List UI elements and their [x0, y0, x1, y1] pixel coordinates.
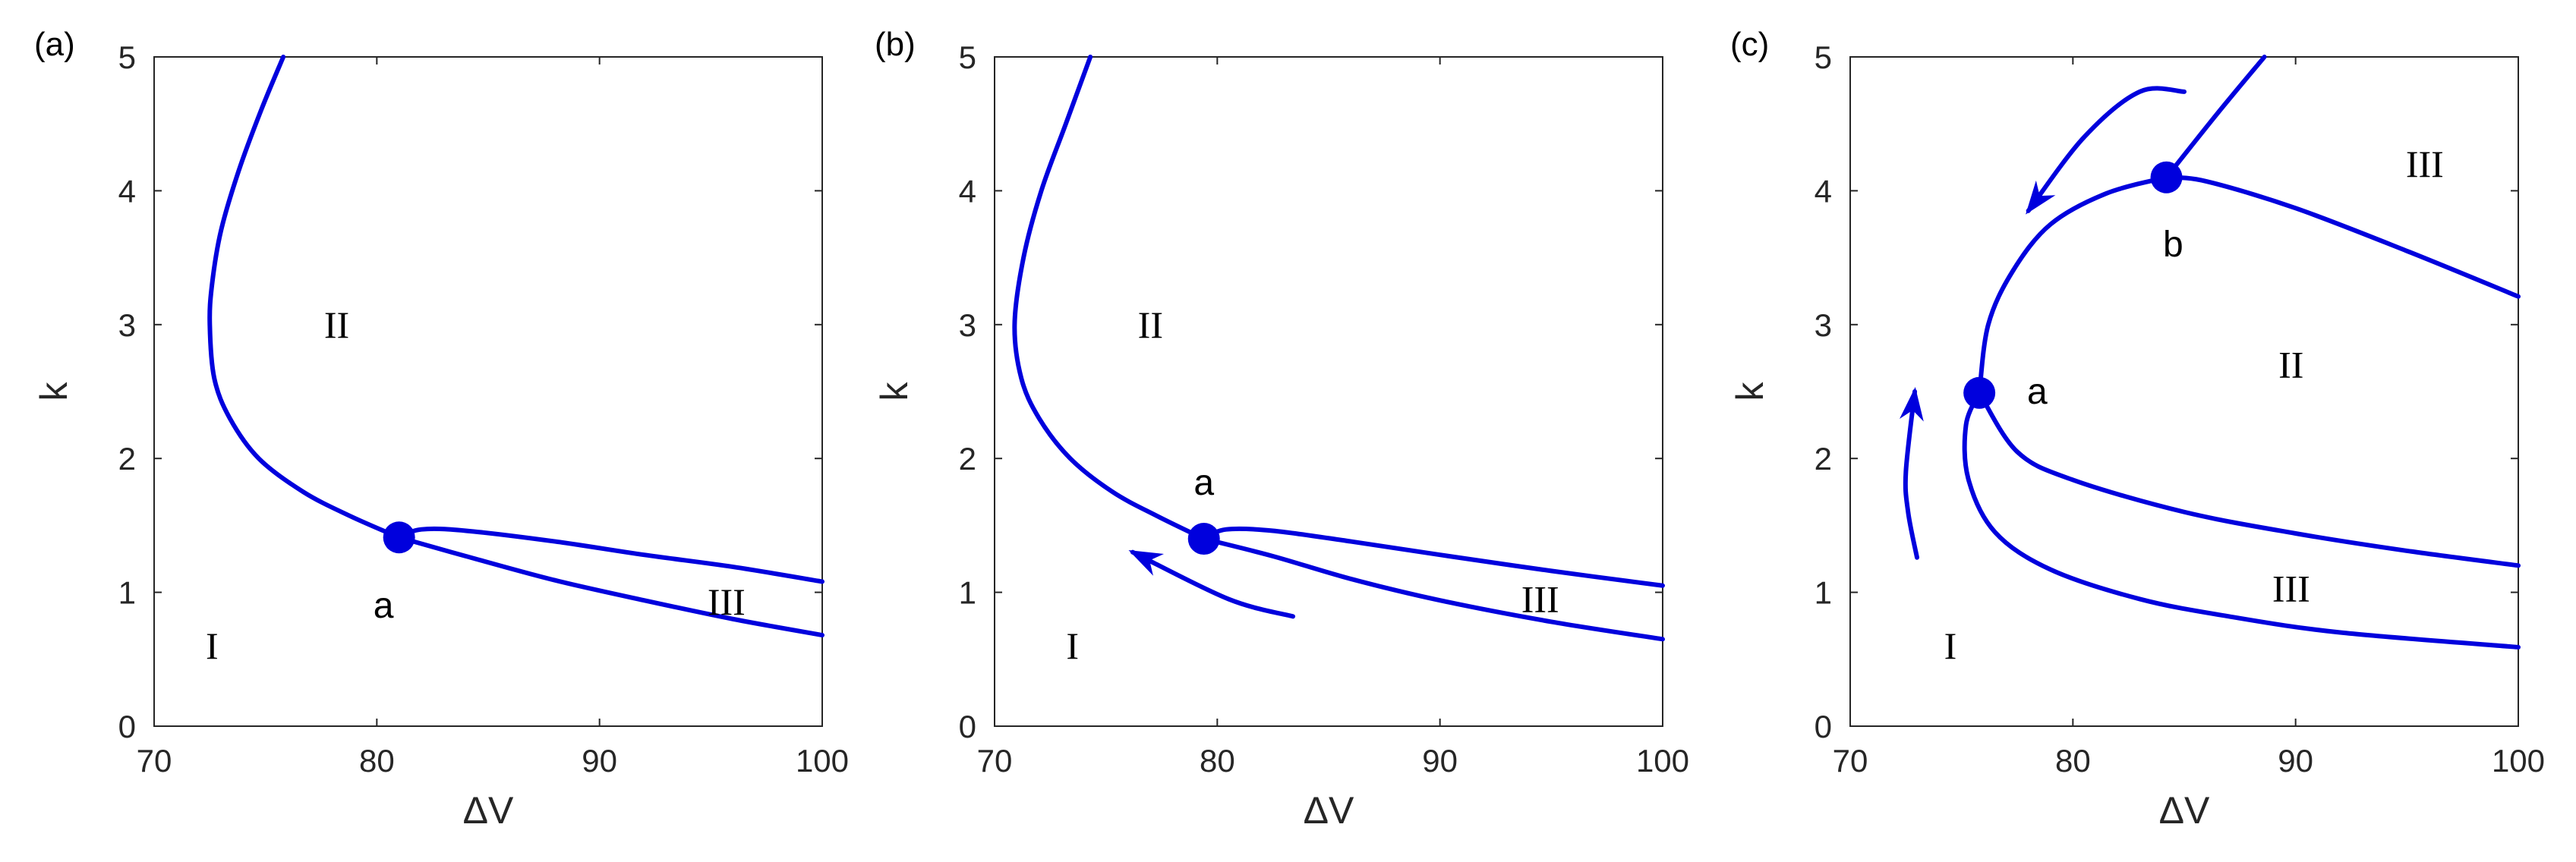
region-label: II — [2278, 344, 2303, 386]
curve — [207, 55, 402, 540]
region-label: II — [1138, 304, 1163, 346]
y-tick-label: 5 — [959, 39, 976, 75]
y-tick-label: 3 — [1815, 307, 1832, 343]
axes-box — [1849, 56, 2519, 727]
curve — [396, 535, 825, 638]
marker-a — [1963, 376, 1996, 409]
point-label: a — [374, 586, 394, 626]
arrow-head — [1899, 387, 1924, 422]
y-tick-label: 2 — [118, 441, 136, 477]
arrow-shaft — [1130, 549, 1296, 619]
y-tick-label: 2 — [959, 441, 976, 477]
point-label: a — [1193, 463, 1214, 503]
curve — [1201, 526, 1665, 588]
marker-a — [383, 521, 415, 554]
arrow-head — [2026, 180, 2056, 215]
curve — [1201, 536, 1665, 642]
curve — [396, 526, 825, 584]
panel-label: (b) — [875, 26, 916, 63]
x-tick-label: 100 — [796, 743, 849, 779]
x-tick-label: 80 — [1200, 743, 1235, 779]
curve — [1977, 390, 2521, 568]
point-label: b — [2163, 225, 2183, 265]
marker-a — [1187, 523, 1220, 555]
y-tick-label: 3 — [118, 307, 136, 343]
curve — [2164, 55, 2267, 180]
x-axis-label: ΔV — [463, 789, 514, 832]
y-tick-label: 5 — [1815, 39, 1832, 75]
curve — [1962, 390, 2521, 650]
arrow-head — [1128, 550, 1165, 576]
y-tick-label: 4 — [1815, 173, 1832, 209]
axes-box — [994, 56, 1663, 727]
x-tick-label: 80 — [2055, 743, 2091, 779]
region-label: III — [1521, 577, 1559, 620]
y-tick-label: 0 — [959, 709, 976, 744]
y-tick-label: 0 — [1815, 709, 1832, 744]
x-tick-label: 70 — [1833, 743, 1868, 779]
y-tick-label: 3 — [959, 307, 976, 343]
y-tick-label: 4 — [118, 173, 136, 209]
region-label: III — [2406, 143, 2444, 185]
y-axis-label: k — [33, 382, 75, 401]
y-axis-label: k — [873, 382, 916, 401]
x-tick-label: 90 — [582, 743, 617, 779]
x-tick-label: 90 — [2278, 743, 2313, 779]
y-tick-label: 0 — [118, 709, 136, 744]
x-axis-label: ΔV — [1304, 789, 1354, 832]
panel-label: (a) — [34, 26, 75, 63]
marker-b — [2150, 161, 2183, 193]
point-label: a — [2027, 372, 2048, 412]
region-label: I — [206, 624, 219, 667]
arrow-shaft — [2026, 86, 2187, 213]
arrow-shaft — [1903, 389, 1919, 560]
curve — [1977, 175, 2169, 395]
region-label: I — [1066, 624, 1079, 667]
curve — [1012, 55, 1206, 542]
panel-label: (c) — [1730, 26, 1769, 63]
x-tick-label: 100 — [1636, 743, 1689, 779]
y-tick-label: 4 — [959, 173, 976, 209]
curve — [2164, 175, 2521, 299]
x-tick-label: 80 — [359, 743, 395, 779]
x-axis-label: ΔV — [2159, 789, 2210, 832]
region-label: II — [324, 304, 349, 346]
x-tick-label: 70 — [977, 743, 1013, 779]
y-tick-label: 2 — [1815, 441, 1832, 477]
y-tick-label: 1 — [1815, 575, 1832, 611]
y-tick-label: 5 — [118, 39, 136, 75]
region-label: I — [1944, 624, 1957, 667]
axes-box — [153, 56, 823, 727]
region-label: III — [708, 580, 746, 623]
x-tick-label: 100 — [2492, 743, 2545, 779]
y-tick-label: 1 — [959, 575, 976, 611]
x-tick-label: 70 — [137, 743, 172, 779]
x-tick-label: 90 — [1422, 743, 1458, 779]
y-axis-label: k — [1729, 382, 1771, 401]
y-tick-label: 1 — [118, 575, 136, 611]
region-label: III — [2272, 567, 2310, 609]
